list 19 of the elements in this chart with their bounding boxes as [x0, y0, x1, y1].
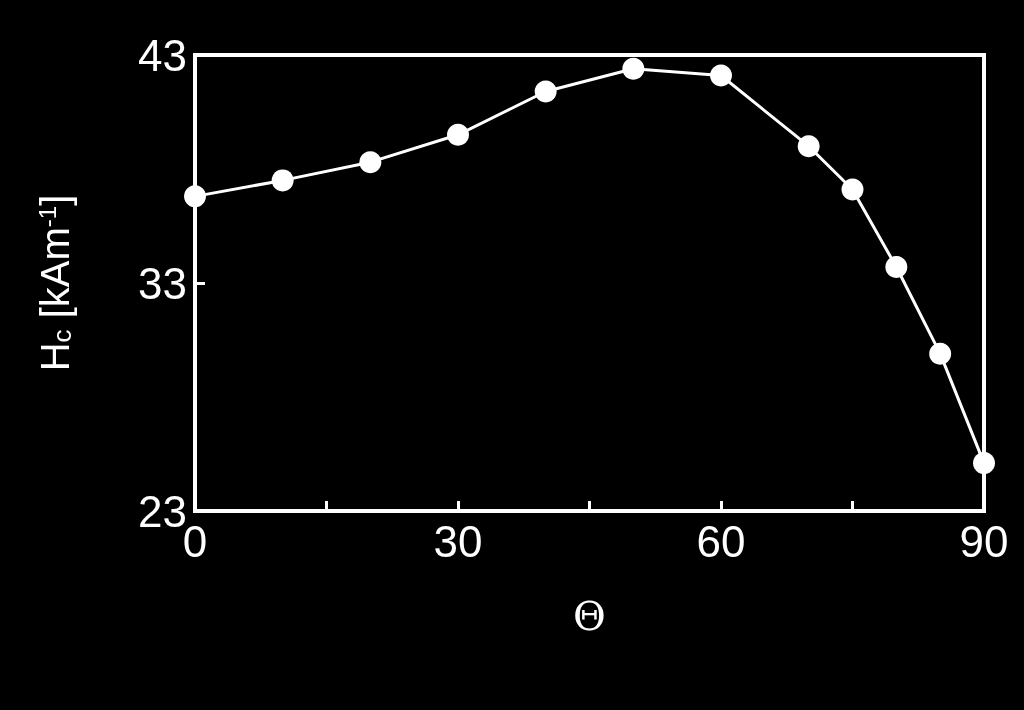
y-tick-label: 33 [138, 258, 187, 308]
point [797, 135, 820, 158]
point [447, 123, 469, 146]
point [184, 185, 206, 208]
x-axis-title: Θ [573, 593, 606, 639]
point [622, 57, 645, 80]
point [973, 452, 995, 475]
point [271, 169, 294, 192]
x-tick-label: 30 [433, 516, 483, 566]
x-tick-label: 60 [696, 516, 746, 566]
point [359, 151, 382, 174]
point [841, 178, 864, 201]
point [710, 64, 732, 87]
point [534, 80, 557, 103]
y-axis-title: Hc [kAm-1] [33, 194, 77, 372]
point [929, 342, 952, 365]
x-tick-label: 90 [959, 516, 1009, 566]
point [885, 256, 908, 279]
y-tick-label: 43 [138, 30, 187, 80]
